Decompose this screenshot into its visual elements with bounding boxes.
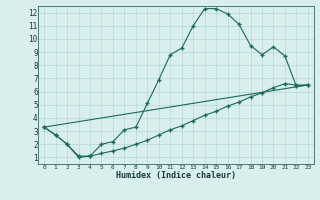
- X-axis label: Humidex (Indice chaleur): Humidex (Indice chaleur): [116, 171, 236, 180]
